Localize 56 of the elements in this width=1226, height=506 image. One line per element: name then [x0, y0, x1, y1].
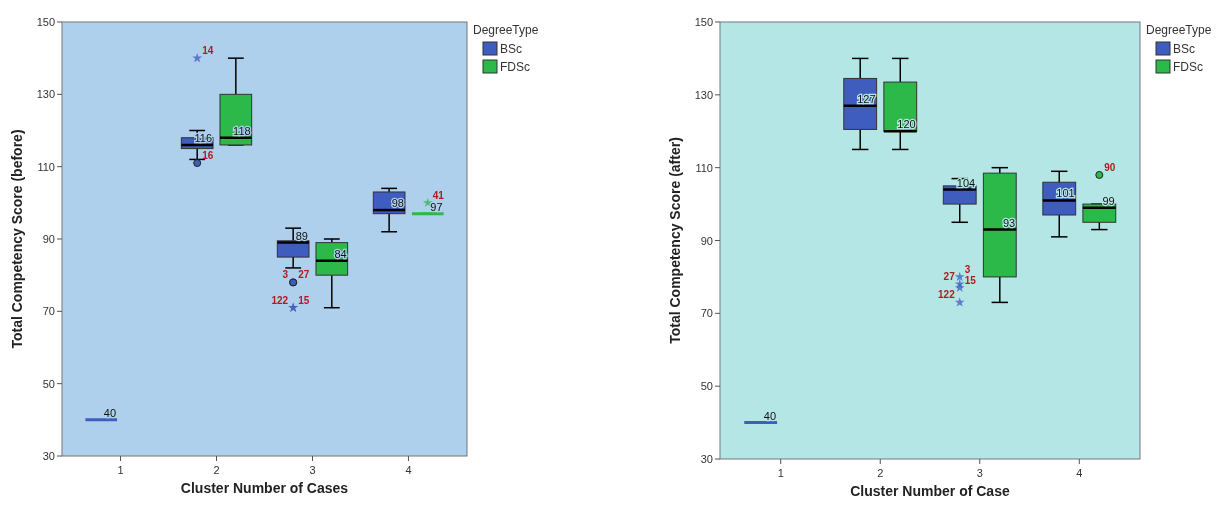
annotation: 98 [391, 197, 404, 210]
annotation: 120 [897, 118, 916, 131]
y-tick-label: 110 [695, 161, 713, 174]
legend-label: FDSc [1173, 60, 1203, 74]
annotation: 122 [938, 289, 956, 301]
x-tick-label: 2 [213, 464, 220, 476]
annotation: 3 [282, 269, 289, 281]
x-tick-label: 2 [877, 467, 884, 479]
annotation: 99 [1102, 194, 1115, 207]
annotation: 27 [943, 271, 956, 283]
y-tick-label: 30 [700, 453, 713, 465]
y-axis-title: Total Competency Score (after) [667, 137, 683, 344]
legend-title: DegreeType [473, 23, 539, 37]
y-tick-label: 70 [700, 307, 713, 320]
legend-label: BSc [1173, 42, 1196, 56]
y-tick-label: 90 [700, 234, 713, 247]
y-tick-label: 30 [42, 450, 55, 462]
y-tick-label: 130 [36, 88, 55, 101]
y-tick-label: 150 [694, 16, 713, 28]
x-tick-label: 1 [117, 464, 124, 476]
annotation: 122 [271, 294, 289, 306]
annotation: 89 [295, 229, 308, 242]
y-tick-label: 130 [694, 88, 713, 101]
x-tick-label: 4 [1076, 467, 1083, 479]
y-tick-label: 50 [42, 377, 55, 390]
x-tick-label: 3 [976, 467, 983, 479]
annotation: 27 [298, 269, 310, 281]
annotation: 40 [103, 406, 117, 419]
x-tick-label: 3 [309, 464, 316, 476]
legend-label: FDSc [500, 60, 530, 74]
annotation: 3 [964, 263, 971, 275]
annotation: 93 [1002, 216, 1016, 229]
x-axis-title: Cluster Number of Cases [180, 480, 349, 496]
annotation: 15 [964, 274, 977, 286]
legend-label: BSc [500, 42, 523, 56]
annotation: 127 [857, 92, 876, 105]
x-tick-label: 1 [777, 467, 784, 479]
y-tick-label: 70 [42, 305, 55, 318]
annotation: 15 [298, 294, 310, 306]
annotation: 90 [1104, 161, 1116, 173]
y-tick-label: 50 [700, 380, 713, 393]
y-tick-label: 90 [42, 233, 55, 245]
annotation: 41 [432, 189, 445, 201]
annotation: 14 [202, 45, 214, 57]
annotation: 16 [202, 150, 214, 162]
x-axis-title: Cluster Number of Case [850, 483, 1010, 499]
annotation: 101 [1056, 187, 1075, 200]
y-axis-title: Total Competency Score (before) [9, 129, 25, 349]
y-tick-label: 110 [37, 160, 55, 173]
legend-title: DegreeType [1146, 23, 1212, 37]
y-tick-label: 150 [36, 16, 55, 28]
annotation: 97 [430, 200, 443, 213]
annotation: 118 [233, 124, 251, 137]
annotation: 84 [334, 247, 347, 260]
annotation: 40 [763, 409, 777, 422]
x-tick-label: 4 [405, 464, 412, 476]
